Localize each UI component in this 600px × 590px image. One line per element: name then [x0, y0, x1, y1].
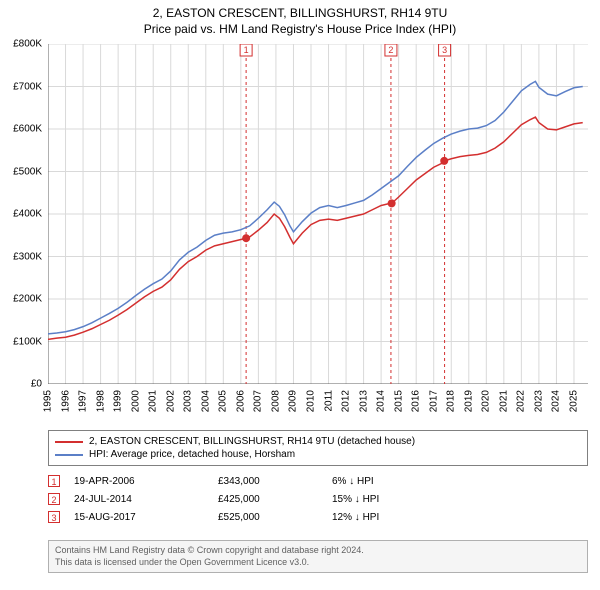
event-row: 3 15-AUG-2017 £525,000 12% ↓ HPI: [48, 508, 588, 526]
event-date: 19-APR-2006: [74, 476, 204, 487]
event-price: £525,000: [218, 512, 318, 523]
event-row: 2 24-JUL-2014 £425,000 15% ↓ HPI: [48, 490, 588, 508]
y-tick-label: £500K: [13, 166, 42, 177]
event-diff: 15% ↓ HPI: [332, 494, 452, 505]
x-tick-label: 2022: [516, 390, 527, 412]
x-tick-label: 2018: [446, 390, 457, 412]
y-tick-label: £400K: [13, 209, 42, 220]
events-table: 1 19-APR-2006 £343,000 6% ↓ HPI 2 24-JUL-2014…: [48, 472, 588, 526]
event-marker-icon: 2: [48, 493, 60, 505]
y-tick-label: £800K: [13, 39, 42, 50]
event-marker-icon: 3: [48, 511, 60, 523]
x-tick-label: 1997: [78, 390, 89, 412]
title-block: 2, EASTON CRESCENT, BILLINGSHURST, RH14 …: [0, 0, 600, 37]
x-tick-label: 2010: [305, 390, 316, 412]
y-tick-label: £300K: [13, 251, 42, 262]
event-row: 1 19-APR-2006 £343,000 6% ↓ HPI: [48, 472, 588, 490]
legend-item: 2, EASTON CRESCENT, BILLINGSHURST, RH14 …: [55, 435, 581, 448]
y-tick-label: £600K: [13, 124, 42, 135]
x-tick-label: 2002: [165, 390, 176, 412]
x-tick-label: 2020: [481, 390, 492, 412]
x-tick-label: 2011: [323, 390, 334, 412]
event-price: £425,000: [218, 494, 318, 505]
event-marker-icon: 1: [48, 475, 60, 487]
x-tick-label: 2016: [411, 390, 422, 412]
y-tick-label: £700K: [13, 81, 42, 92]
x-tick-label: 2006: [235, 390, 246, 412]
footer-line1: Contains HM Land Registry data © Crown c…: [55, 545, 581, 557]
x-tick-label: 2013: [358, 390, 369, 412]
x-tick-label: 2007: [253, 390, 264, 412]
x-tick-label: 2014: [376, 390, 387, 412]
svg-text:2: 2: [388, 45, 393, 55]
x-tick-label: 2008: [270, 390, 281, 412]
footer: Contains HM Land Registry data © Crown c…: [48, 540, 588, 573]
y-tick-label: £0: [31, 379, 42, 390]
x-tick-label: 2009: [288, 390, 299, 412]
x-tick-label: 2019: [463, 390, 474, 412]
y-tick-label: £200K: [13, 294, 42, 305]
chart-svg: 1 2 3: [48, 44, 588, 384]
event-date: 15-AUG-2017: [74, 512, 204, 523]
svg-text:3: 3: [442, 45, 447, 55]
x-tick-label: 2000: [130, 390, 141, 412]
x-tick-label: 1995: [43, 390, 54, 412]
title-address: 2, EASTON CRESCENT, BILLINGSHURST, RH14 …: [0, 6, 600, 22]
y-axis-labels: £0£100K£200K£300K£400K£500K£600K£700K£80…: [0, 44, 46, 384]
svg-text:1: 1: [244, 45, 249, 55]
event-date: 24-JUL-2014: [74, 494, 204, 505]
event-diff: 6% ↓ HPI: [332, 476, 452, 487]
plot-area: 1 2 3: [48, 44, 588, 384]
legend-label: 2, EASTON CRESCENT, BILLINGSHURST, RH14 …: [89, 436, 415, 447]
x-tick-label: 2004: [200, 390, 211, 412]
x-tick-label: 2025: [568, 390, 579, 412]
legend-item: HPI: Average price, detached house, Hors…: [55, 448, 581, 461]
title-subtitle: Price paid vs. HM Land Registry's House …: [0, 22, 600, 38]
x-tick-label: 2001: [148, 390, 159, 412]
x-tick-label: 1998: [95, 390, 106, 412]
x-tick-label: 1999: [113, 390, 124, 412]
legend: 2, EASTON CRESCENT, BILLINGSHURST, RH14 …: [48, 430, 588, 466]
x-tick-label: 2024: [551, 390, 562, 412]
legend-label: HPI: Average price, detached house, Hors…: [89, 449, 295, 460]
x-axis-labels: 1995199619971998199920002001200220032004…: [48, 386, 588, 426]
event-diff: 12% ↓ HPI: [332, 512, 452, 523]
x-tick-label: 2003: [183, 390, 194, 412]
x-tick-label: 2012: [341, 390, 352, 412]
event-price: £343,000: [218, 476, 318, 487]
legend-swatch: [55, 454, 83, 456]
x-tick-label: 1996: [60, 390, 71, 412]
y-tick-label: £100K: [13, 336, 42, 347]
chart-container: 2, EASTON CRESCENT, BILLINGSHURST, RH14 …: [0, 0, 600, 590]
legend-swatch: [55, 441, 83, 443]
x-tick-label: 2015: [393, 390, 404, 412]
x-tick-label: 2005: [218, 390, 229, 412]
x-tick-label: 2017: [428, 390, 439, 412]
footer-line2: This data is licensed under the Open Gov…: [55, 557, 581, 569]
x-tick-label: 2021: [498, 390, 509, 412]
x-tick-label: 2023: [533, 390, 544, 412]
